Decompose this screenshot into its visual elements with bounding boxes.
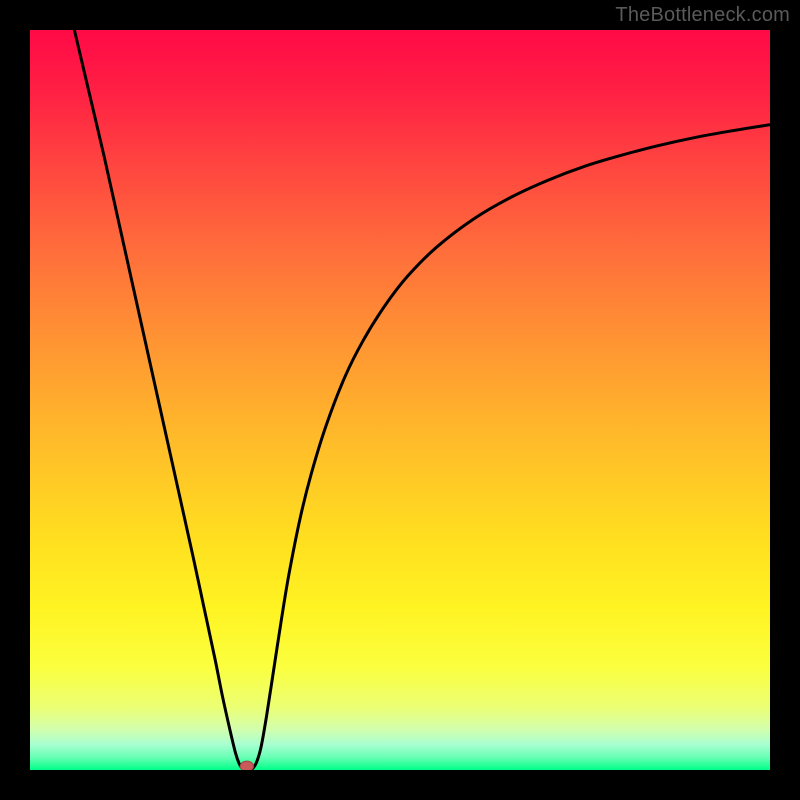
plot-area [30, 30, 770, 770]
chart-frame: TheBottleneck.com [0, 0, 800, 800]
gradient-background [30, 30, 770, 770]
attribution-text: TheBottleneck.com [615, 4, 790, 27]
optimal-point-marker [240, 761, 253, 770]
bottleneck-curve-chart [30, 30, 770, 770]
